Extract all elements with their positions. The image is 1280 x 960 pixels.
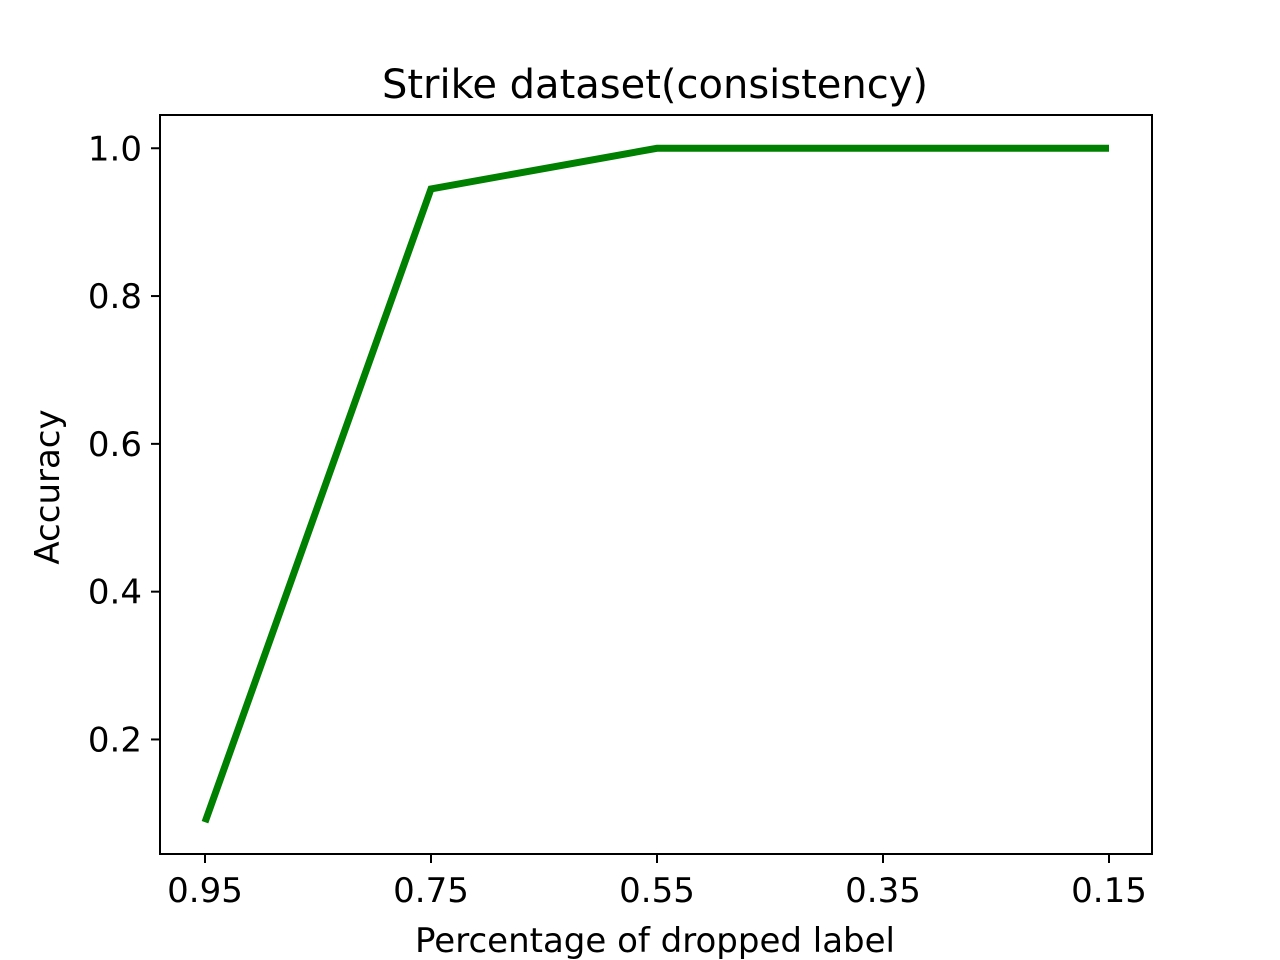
- x-axis-label: Percentage of dropped label: [415, 921, 895, 960]
- y-tick-label: 1.0: [88, 129, 142, 169]
- plot-area: 0.95 0.75 0.55 0.35 0.15 0.2 0.4 0.6 0.8 1.0: [88, 114, 1153, 911]
- x-tick-label: 0.35: [845, 871, 921, 911]
- x-tick-label: 0.95: [167, 871, 243, 911]
- y-tick-label: 0.6: [88, 425, 142, 465]
- y-tick-label: 0.4: [88, 573, 142, 613]
- x-tick-label: 0.15: [1071, 871, 1147, 911]
- y-axis-label: Accuracy: [28, 409, 68, 564]
- y-tick-label: 0.2: [88, 720, 142, 760]
- series-line-0: [201, 144, 1109, 824]
- x-tick-label: 0.55: [619, 871, 695, 911]
- y-tick-label: 0.8: [88, 277, 142, 317]
- chart-title: Strike dataset(consistency): [382, 62, 928, 108]
- x-tick-label: 0.75: [393, 871, 469, 911]
